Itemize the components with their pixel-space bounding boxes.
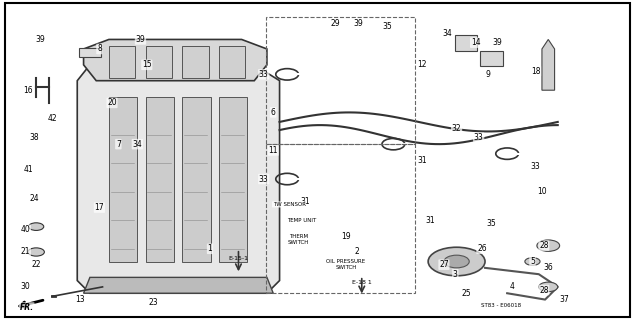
Text: 38: 38 [29,133,39,142]
Text: 35: 35 [382,22,392,31]
Text: 39: 39 [136,35,145,44]
Text: 18: 18 [531,67,540,76]
Text: 15: 15 [142,60,152,69]
Text: 39: 39 [354,19,363,28]
Text: 41: 41 [23,165,33,174]
Polygon shape [84,39,267,81]
Text: 3: 3 [453,270,458,279]
Text: 8: 8 [97,44,102,53]
Text: 20: 20 [107,99,117,108]
Bar [145,97,174,261]
Circle shape [29,223,44,230]
Text: E-15-1: E-15-1 [229,256,248,261]
Text: 40: 40 [20,225,30,234]
Text: 34: 34 [442,28,452,38]
Text: 33: 33 [531,162,540,171]
Text: 5: 5 [530,257,535,266]
Text: 30: 30 [20,282,30,292]
Text: ST83 - E06018: ST83 - E06018 [481,303,521,308]
Polygon shape [84,277,273,293]
Text: 12: 12 [417,60,427,69]
Text: 13: 13 [76,295,85,304]
Text: 42: 42 [47,114,57,123]
Text: 35: 35 [486,219,496,228]
Text: 23: 23 [149,298,158,307]
Text: 7: 7 [116,140,121,148]
Text: 26: 26 [477,244,486,253]
Bar [480,51,503,67]
Text: 17: 17 [95,203,104,212]
Circle shape [28,248,44,256]
Bar [182,97,211,261]
Text: E-18 1: E-18 1 [352,280,371,284]
Text: 27: 27 [439,260,449,269]
Polygon shape [542,39,554,90]
Text: 28: 28 [539,241,549,250]
Bar [145,46,172,77]
Text: OIL PRESSURE
SWITCH: OIL PRESSURE SWITCH [326,259,366,270]
Text: 33: 33 [259,174,269,184]
Text: 19: 19 [341,232,351,241]
Text: 39: 39 [493,38,502,47]
Circle shape [428,247,485,276]
Circle shape [444,255,469,268]
Text: 14: 14 [471,38,480,47]
Text: 33: 33 [259,70,269,79]
Text: 32: 32 [451,124,462,133]
Bar [455,35,478,51]
Text: THERM
SWITCH: THERM SWITCH [288,234,309,245]
Text: 9: 9 [486,70,491,79]
Text: 22: 22 [31,260,41,269]
Text: 25: 25 [461,289,471,298]
Text: 21: 21 [21,247,30,257]
Text: 4: 4 [510,282,514,292]
Text: 1: 1 [208,244,212,253]
Polygon shape [77,65,279,293]
Text: 37: 37 [559,295,569,304]
Bar [79,48,101,57]
Text: 31: 31 [425,216,435,225]
Text: 31: 31 [300,197,310,206]
Text: 31: 31 [417,156,427,164]
Text: 36: 36 [544,263,553,272]
Bar [219,46,245,77]
Bar [109,97,137,261]
Text: 2: 2 [355,247,359,257]
Circle shape [537,240,559,252]
Text: FR.: FR. [20,303,34,312]
Text: 33: 33 [474,133,484,142]
Bar [109,46,135,77]
Text: 10: 10 [537,187,547,196]
Text: 11: 11 [269,146,278,155]
Bar [182,46,209,77]
Text: 39: 39 [36,35,46,44]
Text: 6: 6 [271,108,276,117]
Circle shape [525,258,540,265]
Text: TEMP UNIT: TEMP UNIT [287,218,316,223]
Text: 34: 34 [133,140,142,148]
Bar [265,17,415,144]
Text: 29: 29 [330,19,340,28]
Text: 24: 24 [29,194,39,203]
Text: 16: 16 [23,86,33,95]
Text: 28: 28 [539,285,549,295]
Circle shape [538,282,558,292]
Bar [265,144,415,293]
Bar [219,97,247,261]
Text: TW SENSOR: TW SENSOR [272,202,305,207]
